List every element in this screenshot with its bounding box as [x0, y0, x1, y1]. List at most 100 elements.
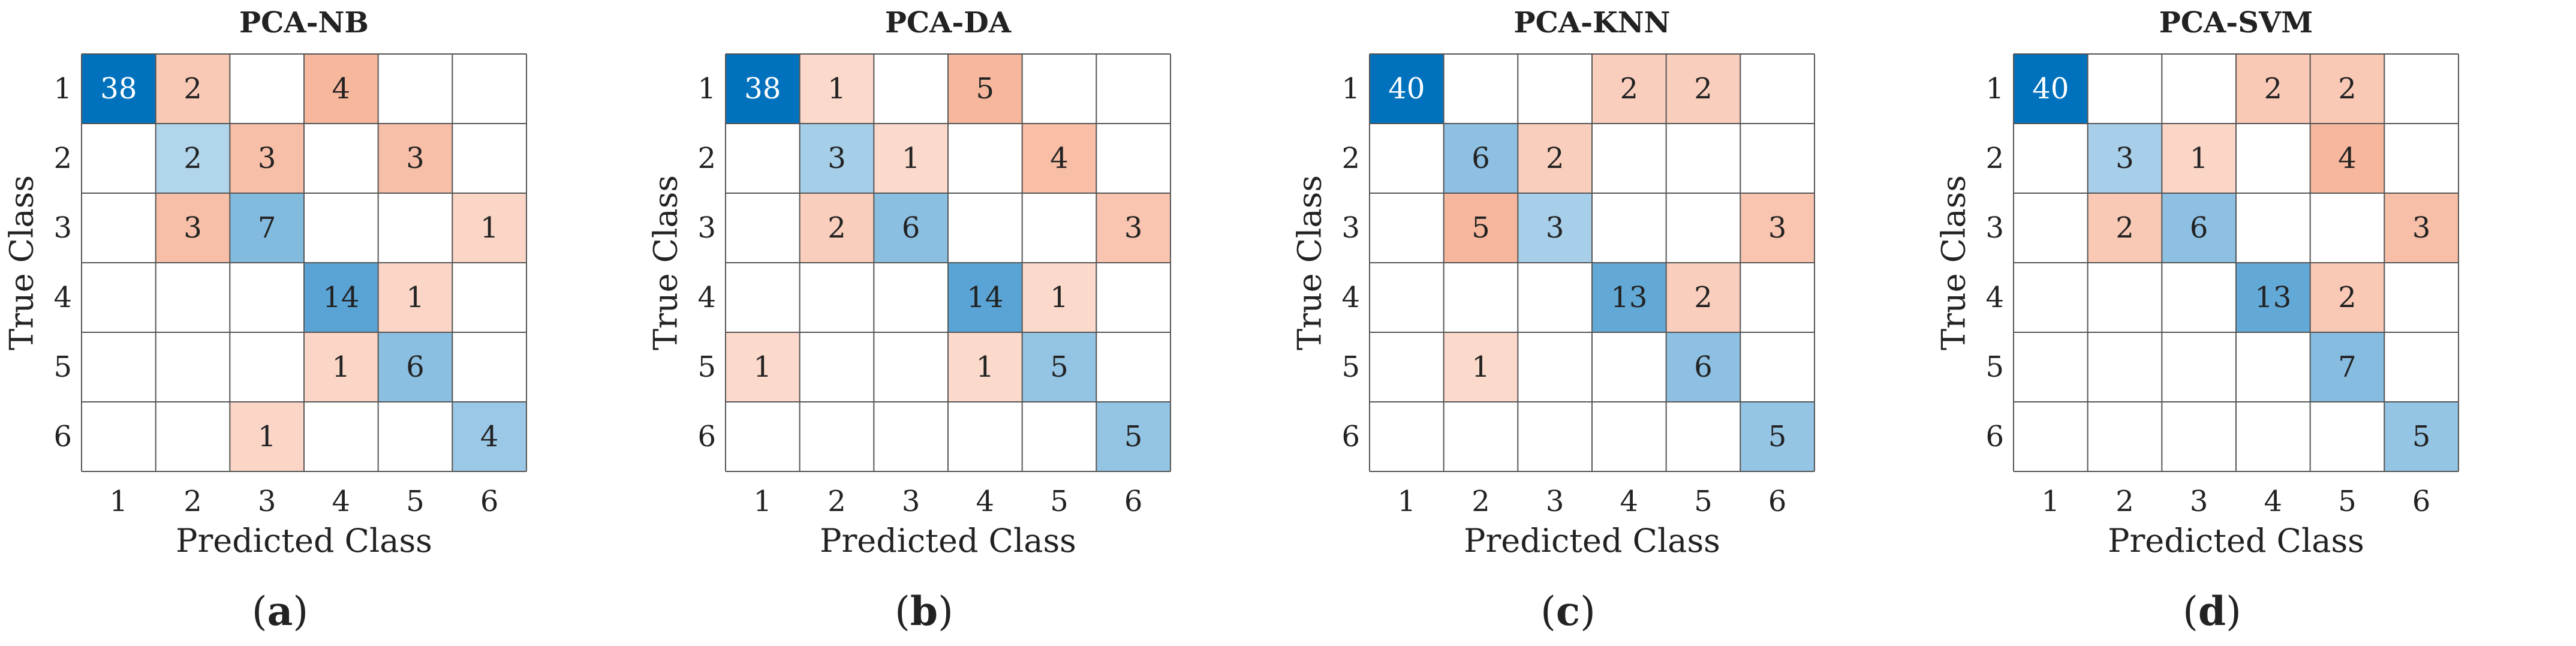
cell-value: 3: [2412, 211, 2431, 245]
heatmap-cell: [82, 54, 156, 124]
x-tick-label: 3: [1545, 485, 1564, 518]
heatmap-cell: [799, 124, 874, 193]
y-axis-label: True Class: [1934, 175, 1973, 350]
heatmap-cell: [304, 332, 378, 402]
heatmap-cell: [726, 332, 800, 402]
heatmap-cell: [2087, 193, 2162, 263]
heatmap-svg: [725, 53, 1171, 472]
cell-value: 2: [1694, 281, 1713, 314]
x-tick-label: 6: [480, 485, 499, 518]
x-tick-label: 1: [753, 485, 772, 518]
y-tick-label: 6: [53, 420, 72, 453]
y-tick-label: 5: [53, 350, 72, 384]
heatmap-cell: [1666, 263, 1741, 332]
cell-value: 3: [1124, 211, 1143, 245]
heatmap-cell: [799, 54, 874, 124]
cell-value: 7: [257, 211, 276, 245]
heatmap-cell: [1740, 402, 1814, 471]
heatmap-cell: [2087, 124, 2162, 193]
cell-value: 6: [1471, 142, 1490, 175]
y-tick-label: 4: [697, 281, 716, 314]
cell-value: 2: [827, 211, 846, 245]
cell-value: 1: [827, 72, 846, 106]
heatmap-cell: [874, 124, 948, 193]
heatmap-cell: [155, 54, 230, 124]
x-tick-label: 4: [976, 485, 995, 518]
heatmap-cell: [155, 193, 230, 263]
cell-value: 2: [1545, 142, 1564, 175]
x-axis-label: Predicted Class: [1464, 522, 1720, 560]
cell-value: 7: [2338, 350, 2357, 384]
y-axis-label: True Class: [2, 175, 41, 350]
heatmap-cell: [1518, 124, 1592, 193]
heatmap-cell: [452, 193, 526, 263]
cell-value: 1: [2189, 142, 2208, 175]
cell-value: 38: [100, 72, 137, 106]
x-tick-label: 2: [2115, 485, 2134, 518]
y-tick-label: 6: [1341, 420, 1360, 453]
heatmap-cell: [2310, 332, 2385, 402]
cell-value: 14: [967, 281, 1004, 314]
heatmap-cell: [2310, 124, 2385, 193]
panel-caption-letter: d: [2198, 588, 2226, 635]
x-tick-label: 2: [827, 485, 846, 518]
confusion-matrix-panel: 40 2 2 6 2 5 3 3 13 2 1 6 5 1 2 3 4 5 6 1 2 3 4 5 6 PCA-KNN Predic…: [1288, 0, 1932, 646]
y-tick-label: 2: [1985, 142, 2004, 175]
x-tick-label: 5: [2338, 485, 2357, 518]
heatmap-cell: [726, 54, 800, 124]
cell-value: 1: [753, 350, 772, 384]
x-axis-label: Predicted Class: [820, 522, 1076, 560]
y-tick-label: 5: [697, 350, 716, 384]
panel-caption-letter: c: [1555, 588, 1581, 635]
panel-caption-letter: a: [267, 588, 293, 635]
heatmap-cell: [1370, 54, 1444, 124]
heatmap-cell: [2236, 54, 2310, 124]
y-tick-label: 3: [53, 211, 72, 245]
x-tick-label: 3: [257, 485, 276, 518]
heatmap-cell: [1022, 332, 1097, 402]
cell-value: 40: [2032, 72, 2069, 106]
cell-value: 13: [1611, 281, 1648, 314]
x-tick-label: 3: [2189, 485, 2208, 518]
heatmap-cell: [948, 332, 1022, 402]
y-tick-label: 2: [53, 142, 72, 175]
cell-value: 6: [2189, 211, 2208, 245]
x-tick-label: 6: [2412, 485, 2431, 518]
y-tick-label: 3: [1341, 211, 1360, 245]
y-tick-label: 2: [697, 142, 716, 175]
cell-value: 5: [1768, 420, 1787, 453]
heatmap-cell: [304, 263, 378, 332]
cell-value: 6: [1694, 350, 1713, 384]
panel-caption: (a): [251, 588, 309, 635]
x-tick-label: 2: [1471, 485, 1490, 518]
confusion-matrix-panel: 38 1 5 3 1 4 2 6 3 14 1 1 1 5 5 1 2 3 4 5 6 1 2 3 4 5 6 PCA-DA Predi…: [644, 0, 1288, 646]
cell-value: 5: [1471, 211, 1490, 245]
heatmap-cell: [230, 193, 304, 263]
y-tick-label: 4: [1341, 281, 1360, 314]
cell-value: 40: [1388, 72, 1425, 106]
heatmap-cell: [378, 124, 453, 193]
heatmap-cell: [2014, 54, 2088, 124]
cell-value: 2: [1620, 72, 1639, 106]
cell-value: 1: [480, 211, 499, 245]
heatmap-cell: [1592, 263, 1666, 332]
cell-value: 1: [406, 281, 425, 314]
x-tick-label: 5: [1050, 485, 1069, 518]
panel-caption: (d): [2183, 588, 2241, 635]
cell-value: 3: [257, 142, 276, 175]
x-tick-label: 6: [1768, 485, 1787, 518]
x-tick-label: 4: [332, 485, 351, 518]
heatmap-cell: [874, 193, 948, 263]
heatmap-cell: [1096, 402, 1170, 471]
heatmap-cell: [2162, 124, 2236, 193]
y-tick-label: 3: [1985, 211, 2004, 245]
x-tick-label: 1: [1397, 485, 1416, 518]
cell-value: 4: [1050, 142, 1069, 175]
y-axis-label: True Class: [646, 175, 685, 350]
y-tick-label: 4: [53, 281, 72, 314]
cell-value: 3: [1768, 211, 1787, 245]
cell-value: 1: [332, 350, 351, 384]
heatmap-cell: [1022, 124, 1097, 193]
cell-value: 6: [406, 350, 425, 384]
heatmap-cell: [1096, 193, 1170, 263]
